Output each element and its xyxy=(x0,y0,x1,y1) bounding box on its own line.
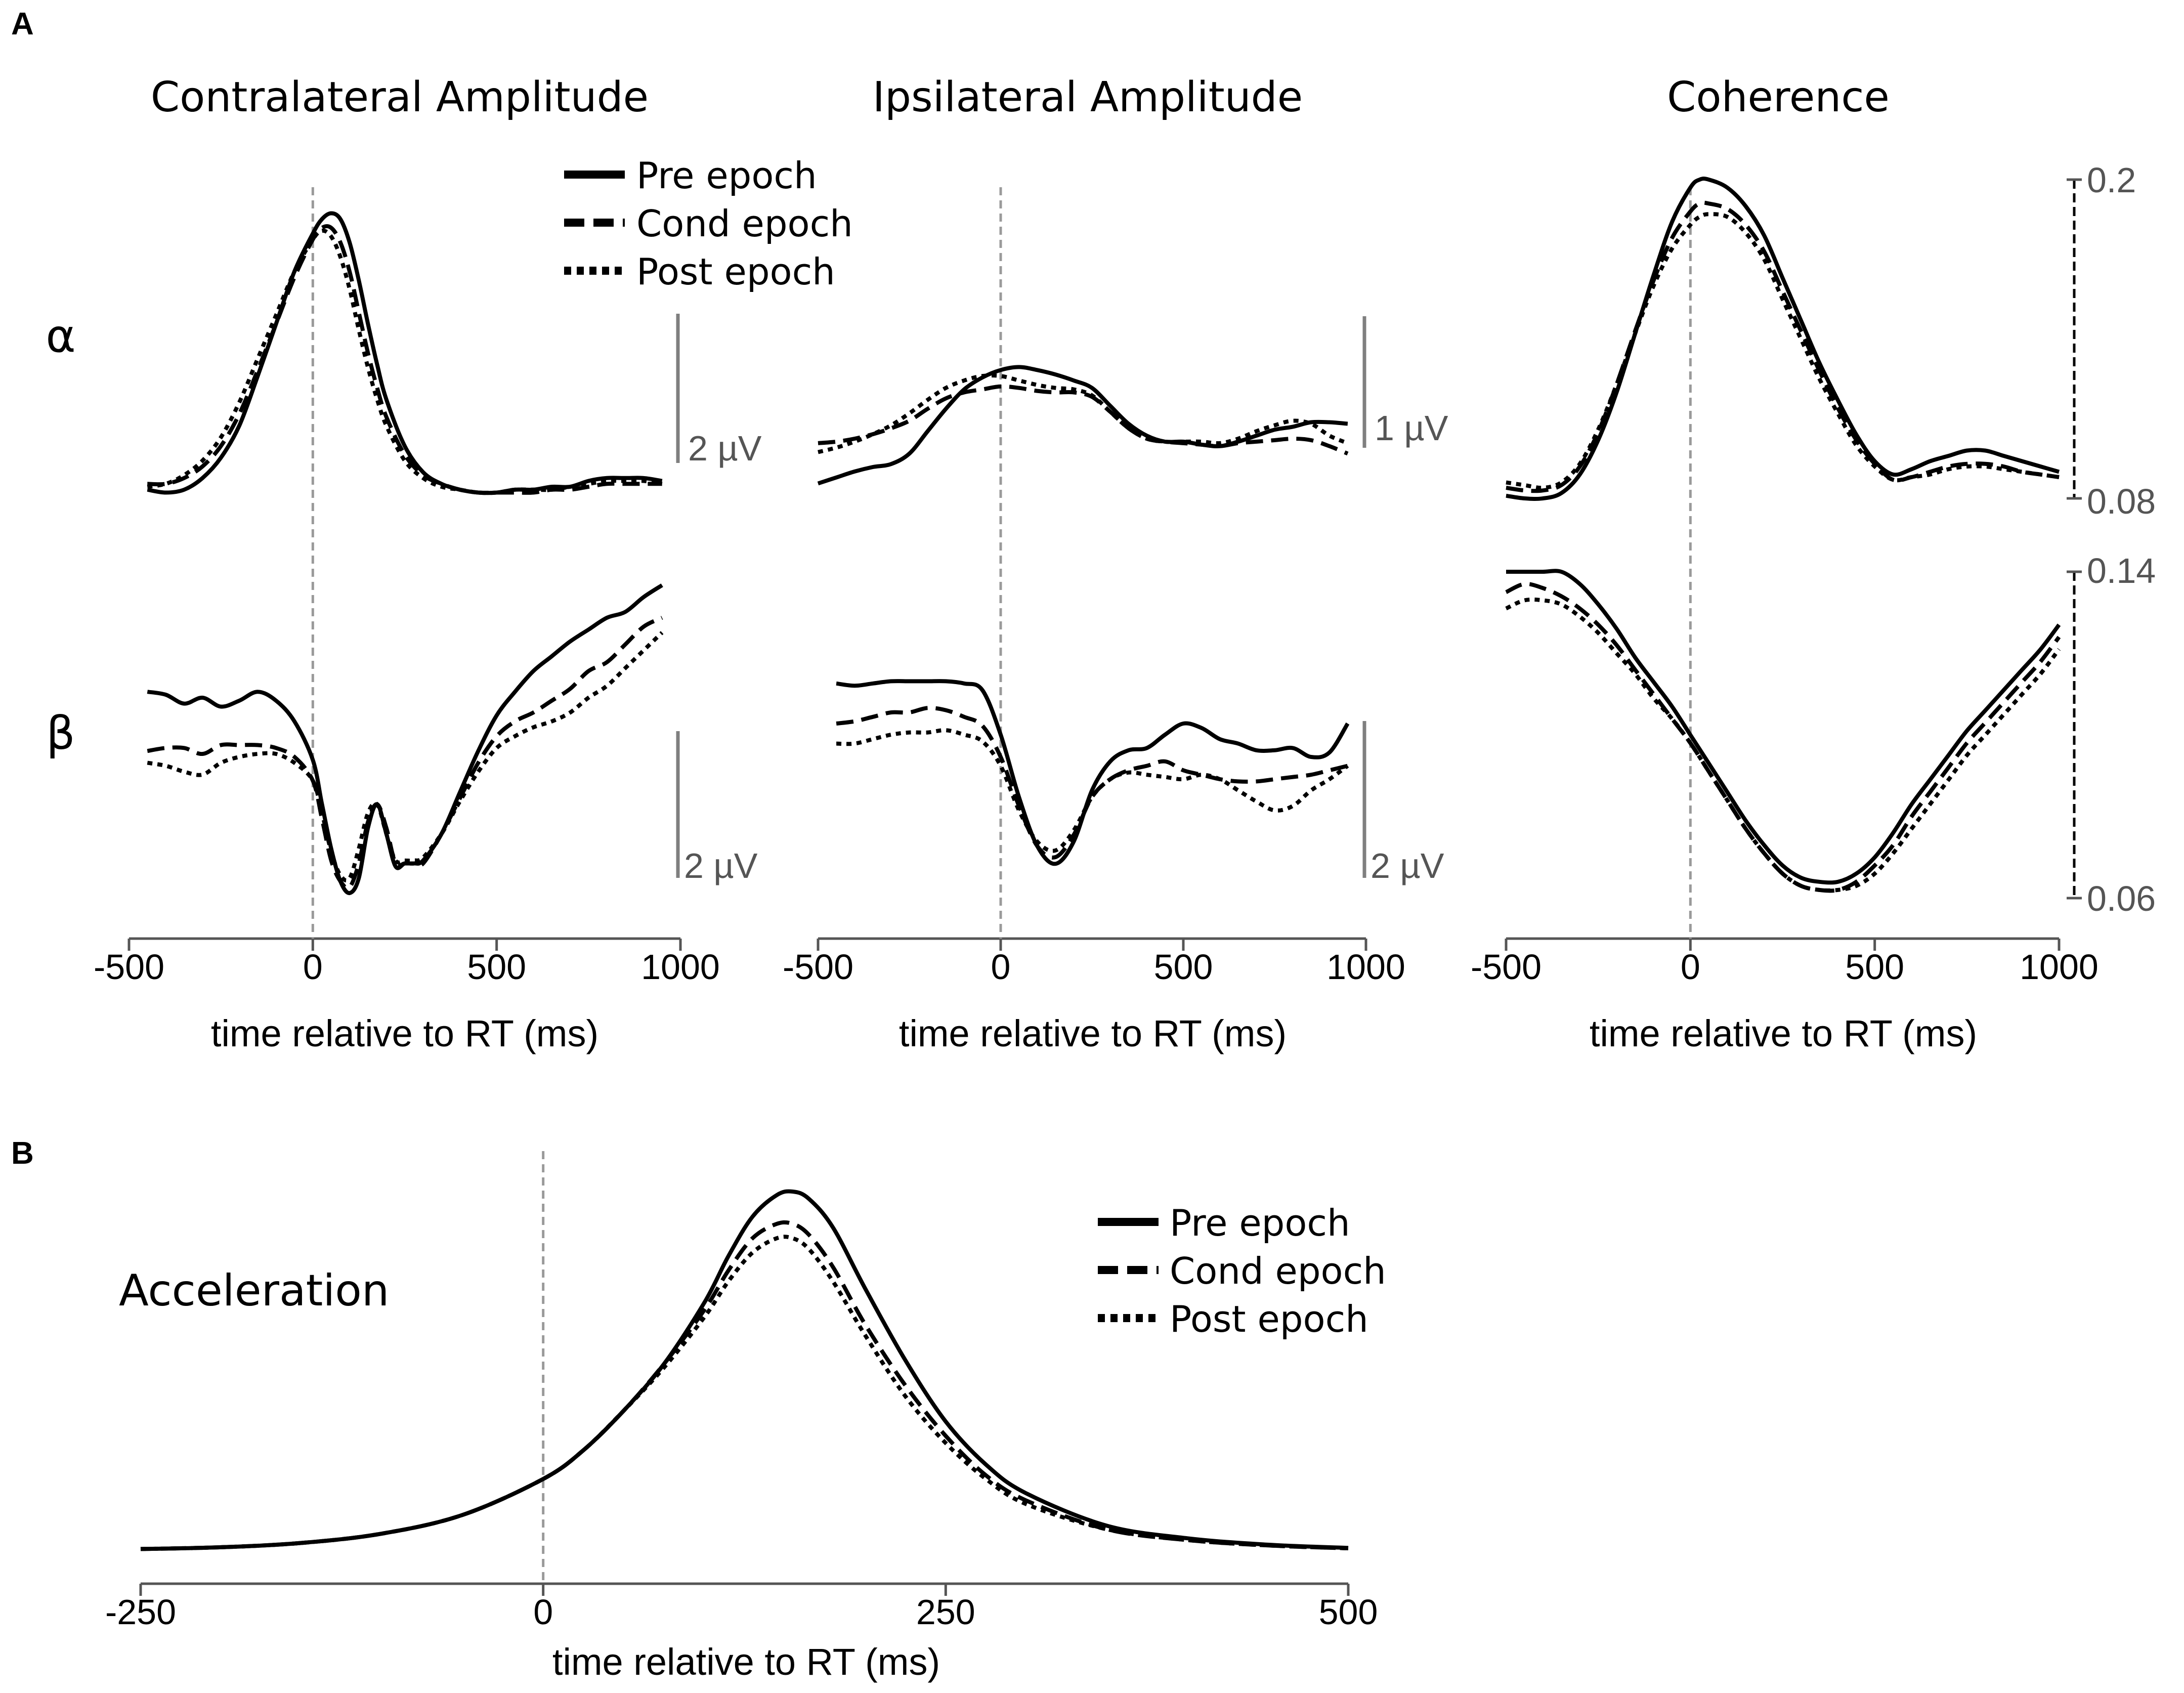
x-tick-label: 500 xyxy=(1154,947,1213,987)
x-axis-coherence: -500 0 500 1000 xyxy=(1471,937,2099,987)
legend-panel-b: Pre epoch Cond epoch Post epoch xyxy=(1098,1202,1386,1340)
legend-a-post: Post epoch xyxy=(636,250,835,293)
x-axis-acceleration: -250 0 250 500 xyxy=(105,1582,1378,1632)
legend-a-cond: Cond epoch xyxy=(636,202,853,245)
coh-beta-tick-bottom: 0.06 xyxy=(2087,879,2156,918)
title-coherence: Coherence xyxy=(1667,73,1890,121)
x-tick-label: 250 xyxy=(916,1592,975,1632)
panel-b-label: B xyxy=(11,1136,34,1171)
coh-beta-tick-top: 0.14 xyxy=(2087,551,2156,590)
x-tick-label: -250 xyxy=(105,1592,176,1632)
row-label-beta: β xyxy=(46,707,75,760)
title-ipsilateral: Ipsilateral Amplitude xyxy=(873,73,1303,121)
x-axis-ipsi: -500 0 500 1000 xyxy=(783,937,1405,987)
x-tick-label: 1000 xyxy=(641,947,720,987)
ipsi_beta-series-cond-epoch xyxy=(836,706,1348,860)
contra_beta-series-post-epoch xyxy=(147,631,664,883)
coh_beta-series-pre-epoch xyxy=(1506,569,2061,885)
panel-a-label: A xyxy=(11,7,34,41)
legend-b-cond: Cond epoch xyxy=(1170,1250,1386,1292)
x-tick-label: 0 xyxy=(533,1592,553,1632)
scalebar-contra-alpha: 2 µV xyxy=(676,314,762,468)
coherence-beta-axis: 0.14 0.06 xyxy=(2067,551,2156,918)
title-acceleration: Acceleration xyxy=(119,1265,389,1316)
xlabel-coherence: time relative to RT (ms) xyxy=(1590,1012,1977,1054)
x-tick-label: 500 xyxy=(1319,1592,1378,1632)
plots: -500 0 500 1000 -500 0 500 1000 -500 0 500 1000 -250… xyxy=(94,177,2099,1632)
x-tick-label: 500 xyxy=(467,947,526,987)
xlabel-contra: time relative to RT (ms) xyxy=(211,1012,598,1054)
contra_beta-series-cond-epoch xyxy=(147,616,663,891)
x-tick-label: 0 xyxy=(991,947,1011,987)
legend-panel-a: Pre epoch Cond epoch Post epoch xyxy=(564,154,853,293)
row-label-alpha: α xyxy=(46,310,75,363)
legend-a-pre: Pre epoch xyxy=(636,154,817,197)
x-tick-label: -500 xyxy=(94,947,164,987)
x-tick-label: -500 xyxy=(783,947,853,987)
x-tick-label: 1000 xyxy=(2020,947,2099,987)
x-tick-label: 500 xyxy=(1845,947,1904,987)
legend-b-post: Post epoch xyxy=(1170,1298,1368,1340)
x-tick-label: 0 xyxy=(303,947,323,987)
coh_alpha-series-pre-epoch xyxy=(1506,177,2060,501)
x-tick-label: 1000 xyxy=(1326,947,1405,987)
scalebar-contra-beta-label: 2 µV xyxy=(684,846,758,885)
coherence-alpha-axis: 0.2 0.08 xyxy=(2067,160,2156,521)
ipsi_beta-series-post-epoch xyxy=(836,728,1349,853)
x-tick-label: 0 xyxy=(1681,947,1700,987)
scalebar-ipsi-alpha: 1 µV xyxy=(1362,316,1448,448)
scalebar-contra-alpha-label: 2 µV xyxy=(688,429,762,468)
scalebar-ipsi-beta-label: 2 µV xyxy=(1371,846,1444,885)
xlabel-ipsi: time relative to RT (ms) xyxy=(899,1012,1287,1054)
acceleration-series-post-epoch xyxy=(140,1235,1349,1551)
coh-alpha-tick-top: 0.2 xyxy=(2087,160,2136,200)
x-axis-contra: -500 0 500 1000 xyxy=(94,937,720,987)
legend-b-pre: Pre epoch xyxy=(1170,1202,1350,1244)
coh_alpha-series-post-epoch xyxy=(1506,212,2060,490)
acceleration-series-cond-epoch xyxy=(140,1220,1349,1551)
xlabel-acceleration: time relative to RT (ms) xyxy=(552,1641,940,1683)
ipsi_alpha-series-cond-epoch xyxy=(818,384,1349,456)
coh_beta-series-post-epoch xyxy=(1505,597,2061,893)
contra_alpha-series-pre-epoch xyxy=(147,211,663,495)
scalebar-ipsi-beta: 2 µV xyxy=(1362,721,1444,885)
scalebar-contra-beta: 2 µV xyxy=(676,731,758,885)
contra_alpha-series-post-epoch xyxy=(147,228,663,495)
title-contralateral: Contralateral Amplitude xyxy=(151,73,649,121)
ipsi_alpha-series-pre-epoch xyxy=(817,365,1348,486)
coh-alpha-tick-bottom: 0.08 xyxy=(2087,482,2156,521)
x-tick-label: -500 xyxy=(1471,947,1541,987)
scalebar-ipsi-alpha-label: 1 µV xyxy=(1375,408,1448,448)
contra_alpha-series-cond-epoch xyxy=(147,224,662,495)
ipsi_alpha-series-post-epoch xyxy=(818,373,1349,454)
